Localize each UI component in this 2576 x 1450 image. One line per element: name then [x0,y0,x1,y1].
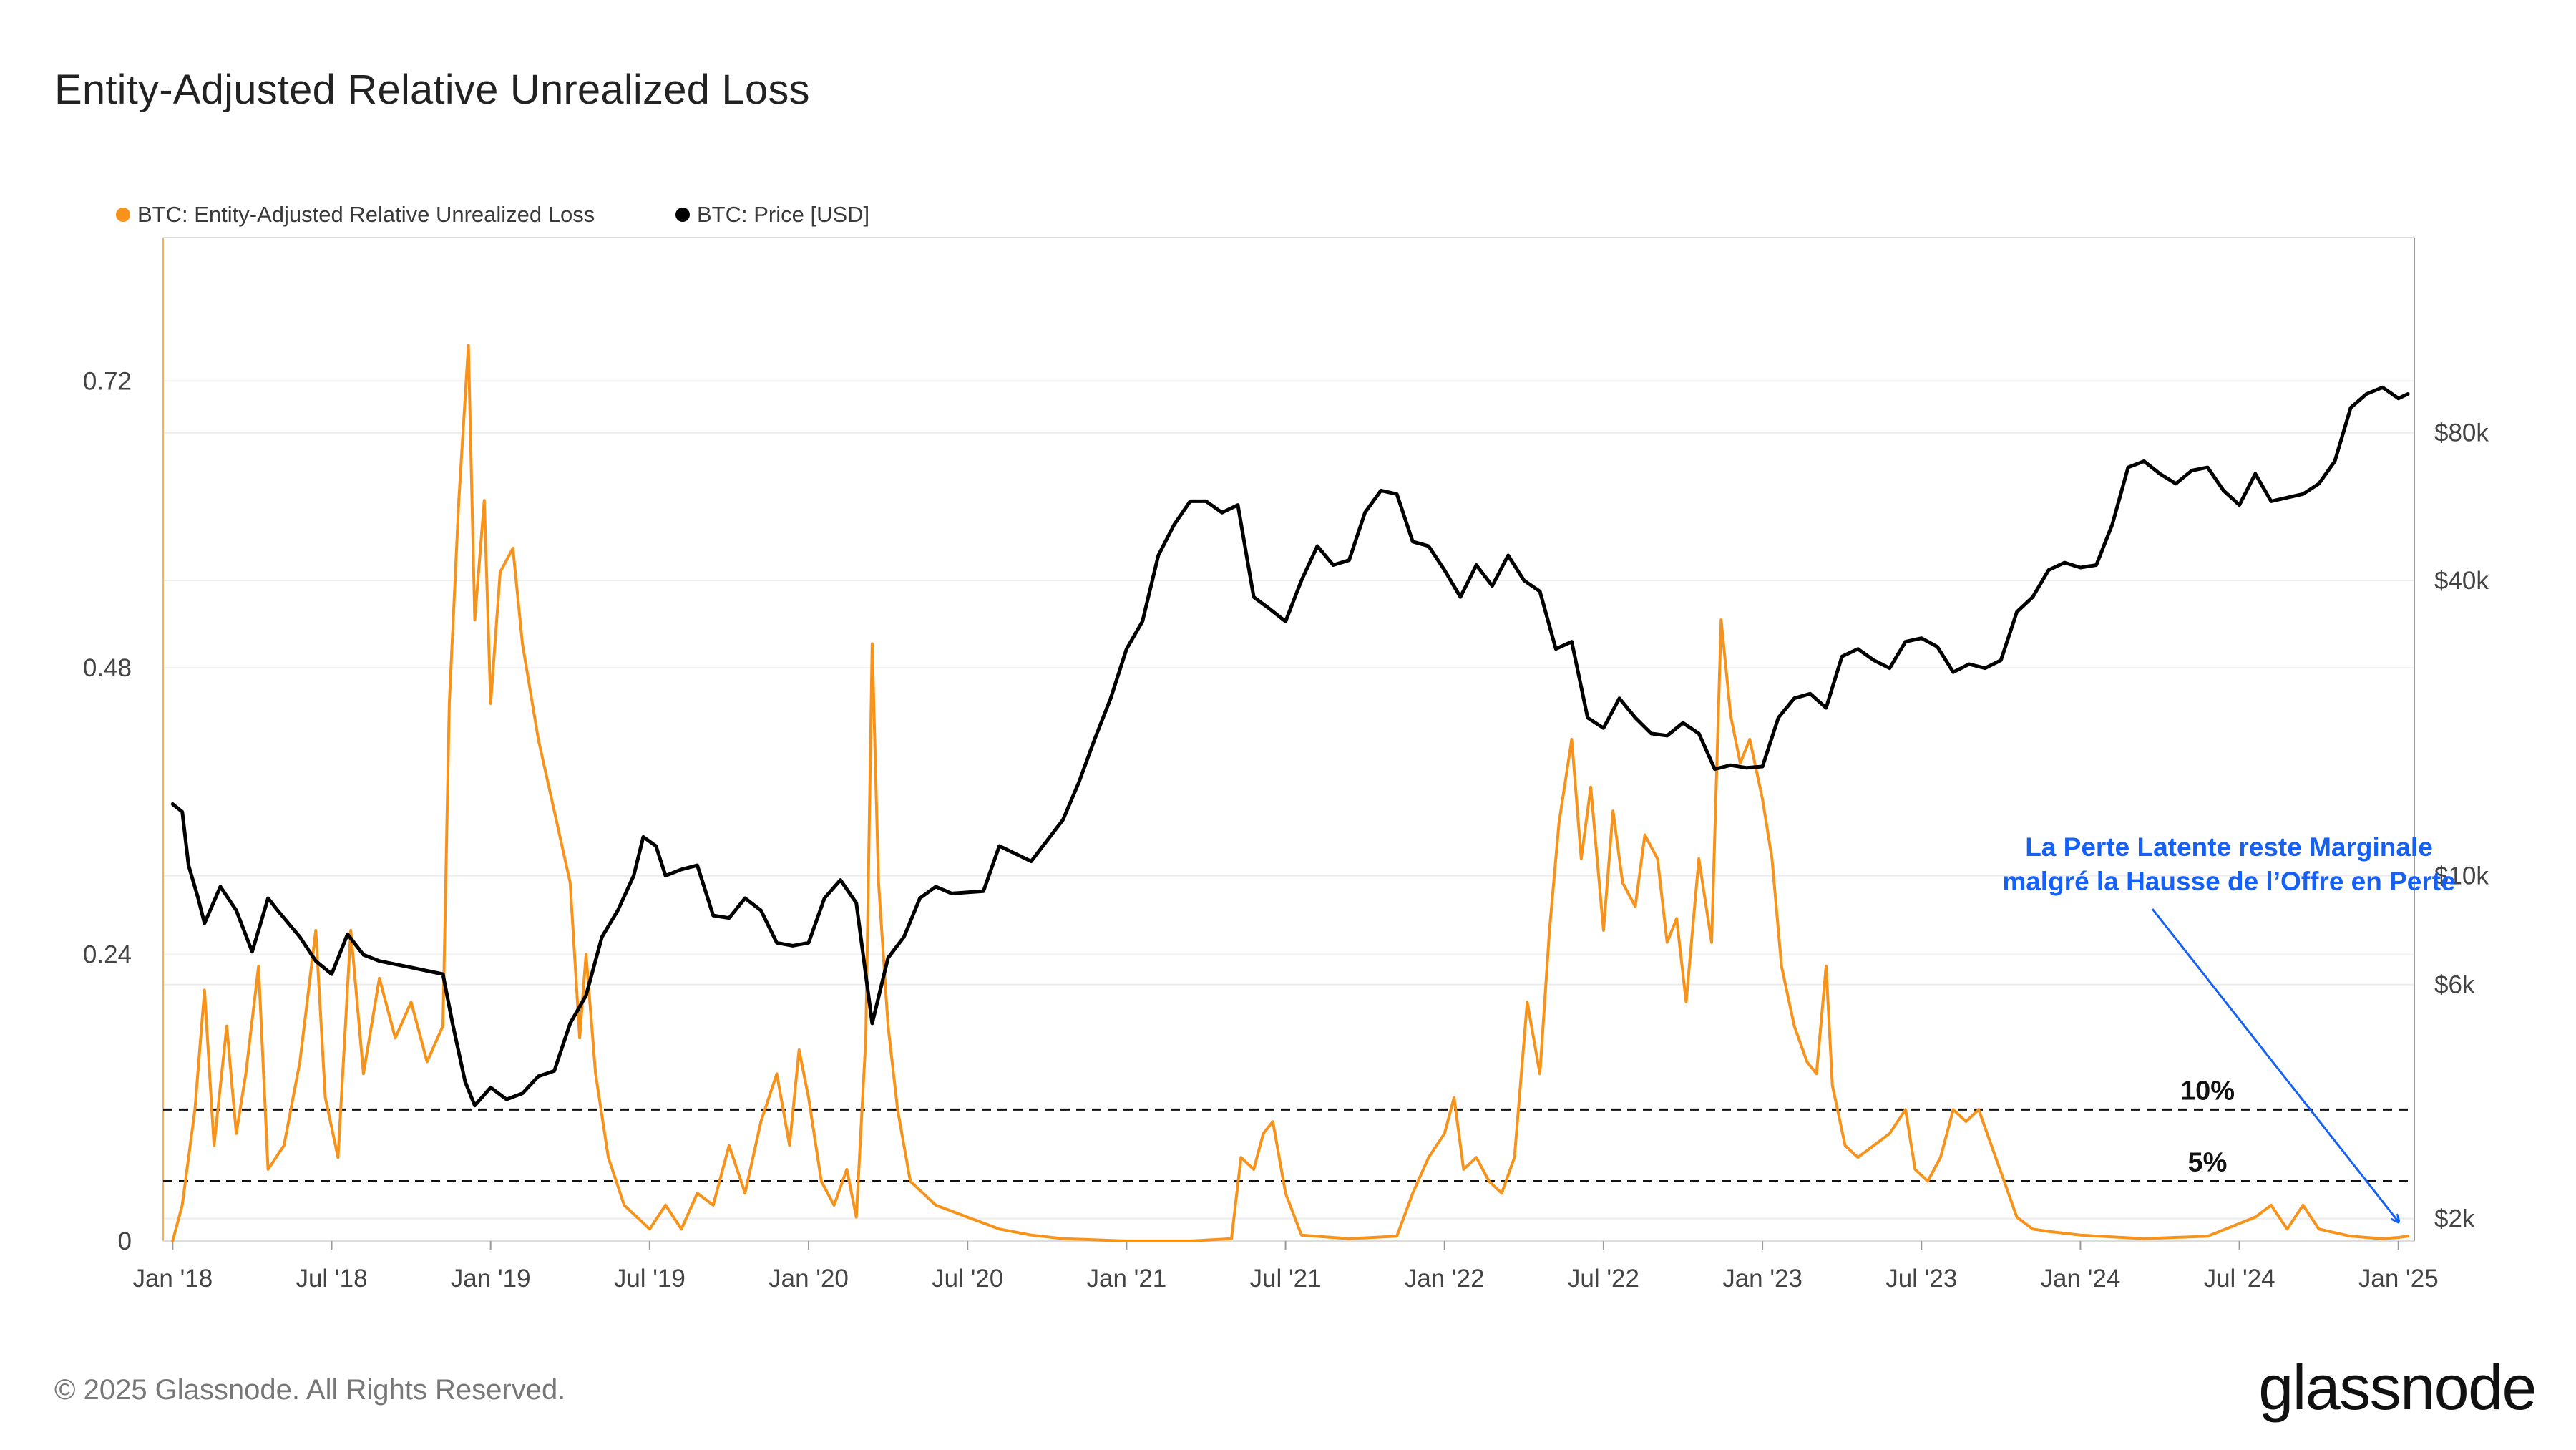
legend-item-unrealized-loss[interactable]: BTC: Entity-Adjusted Relative Unrealized… [116,202,595,228]
x-tick-label: Jul '24 [2204,1265,2275,1293]
x-tick-label: Jan '22 [1405,1265,1485,1293]
y-right-tick-label: $80k [2434,419,2489,447]
threshold-lines: 10% 5% [163,1076,2414,1183]
x-tick-label: Jul '18 [296,1265,367,1293]
y-right-tick-label: $10k [2434,862,2489,890]
x-tick-label: Jan '18 [132,1265,213,1293]
y-axis-left: 0 0.24 0.48 0.72 [83,367,132,1255]
chart-title: Entity-Adjusted Relative Unrealized Loss [54,67,810,113]
x-tick-label: Jan '23 [1722,1265,1802,1293]
series-lines [170,344,2410,1242]
y-left-tick-label: 0.24 [83,940,132,968]
legend-label-unrealized-loss: BTC: Entity-Adjusted Relative Unrealized… [137,202,595,227]
y-right-tick-label: $40k [2434,567,2489,595]
x-tick-label: Jan '21 [1086,1265,1166,1293]
x-tick-label: Jul '21 [1250,1265,1322,1293]
x-tick-label: Jan '20 [769,1265,849,1293]
annotation: La Perte Latente reste Marginale malgré … [2002,832,2456,1222]
legend-item-price[interactable]: BTC: Price [USD] [675,202,869,228]
y-left-tick-label: 0.48 [83,654,132,682]
legend-label-price: BTC: Price [USD] [697,202,870,227]
annotation-arrow [2151,908,2399,1222]
y-axis-right: $2k $6k $10k $40k $80k [2434,419,2489,1233]
x-tick-label: Jul '22 [1568,1265,1639,1293]
y-left-tick-label: 0 [118,1227,132,1255]
legend-dot-orange [116,208,130,222]
legend-dot-black [675,208,690,222]
x-tick-label: Jan '19 [451,1265,531,1293]
gridlines [163,380,2414,1242]
x-tick-label: Jul '19 [614,1265,686,1293]
series-line-unrealized-loss [171,344,2410,1242]
x-tick-label: Jul '23 [1885,1265,1957,1293]
copyright-text: © 2025 Glassnode. All Rights Reserved. [54,1374,566,1406]
series-line-btc-price [170,385,2410,1108]
threshold-label: 5% [2188,1148,2228,1178]
brand-logo: glassnode [2258,1352,2537,1423]
x-tick-label: Jan '24 [2041,1265,2121,1293]
threshold-label: 10% [2180,1076,2235,1106]
x-axis: Jan '18 Jul '18 Jan '19 Jul '19 Jan '20 Jul '… [132,1241,2439,1293]
y-left-tick-label: 0.72 [83,367,132,395]
x-tick-label: Jul '20 [932,1265,1003,1293]
x-tick-label: Jan '25 [2358,1265,2439,1293]
y-right-tick-label: $6k [2434,971,2475,999]
y-right-tick-label: $2k [2434,1205,2475,1233]
annotation-text-line1: La Perte Latente reste Marginale [2025,832,2433,862]
annotation-text-line2: malgré la Hausse de l’Offre en Perte [2002,867,2455,896]
